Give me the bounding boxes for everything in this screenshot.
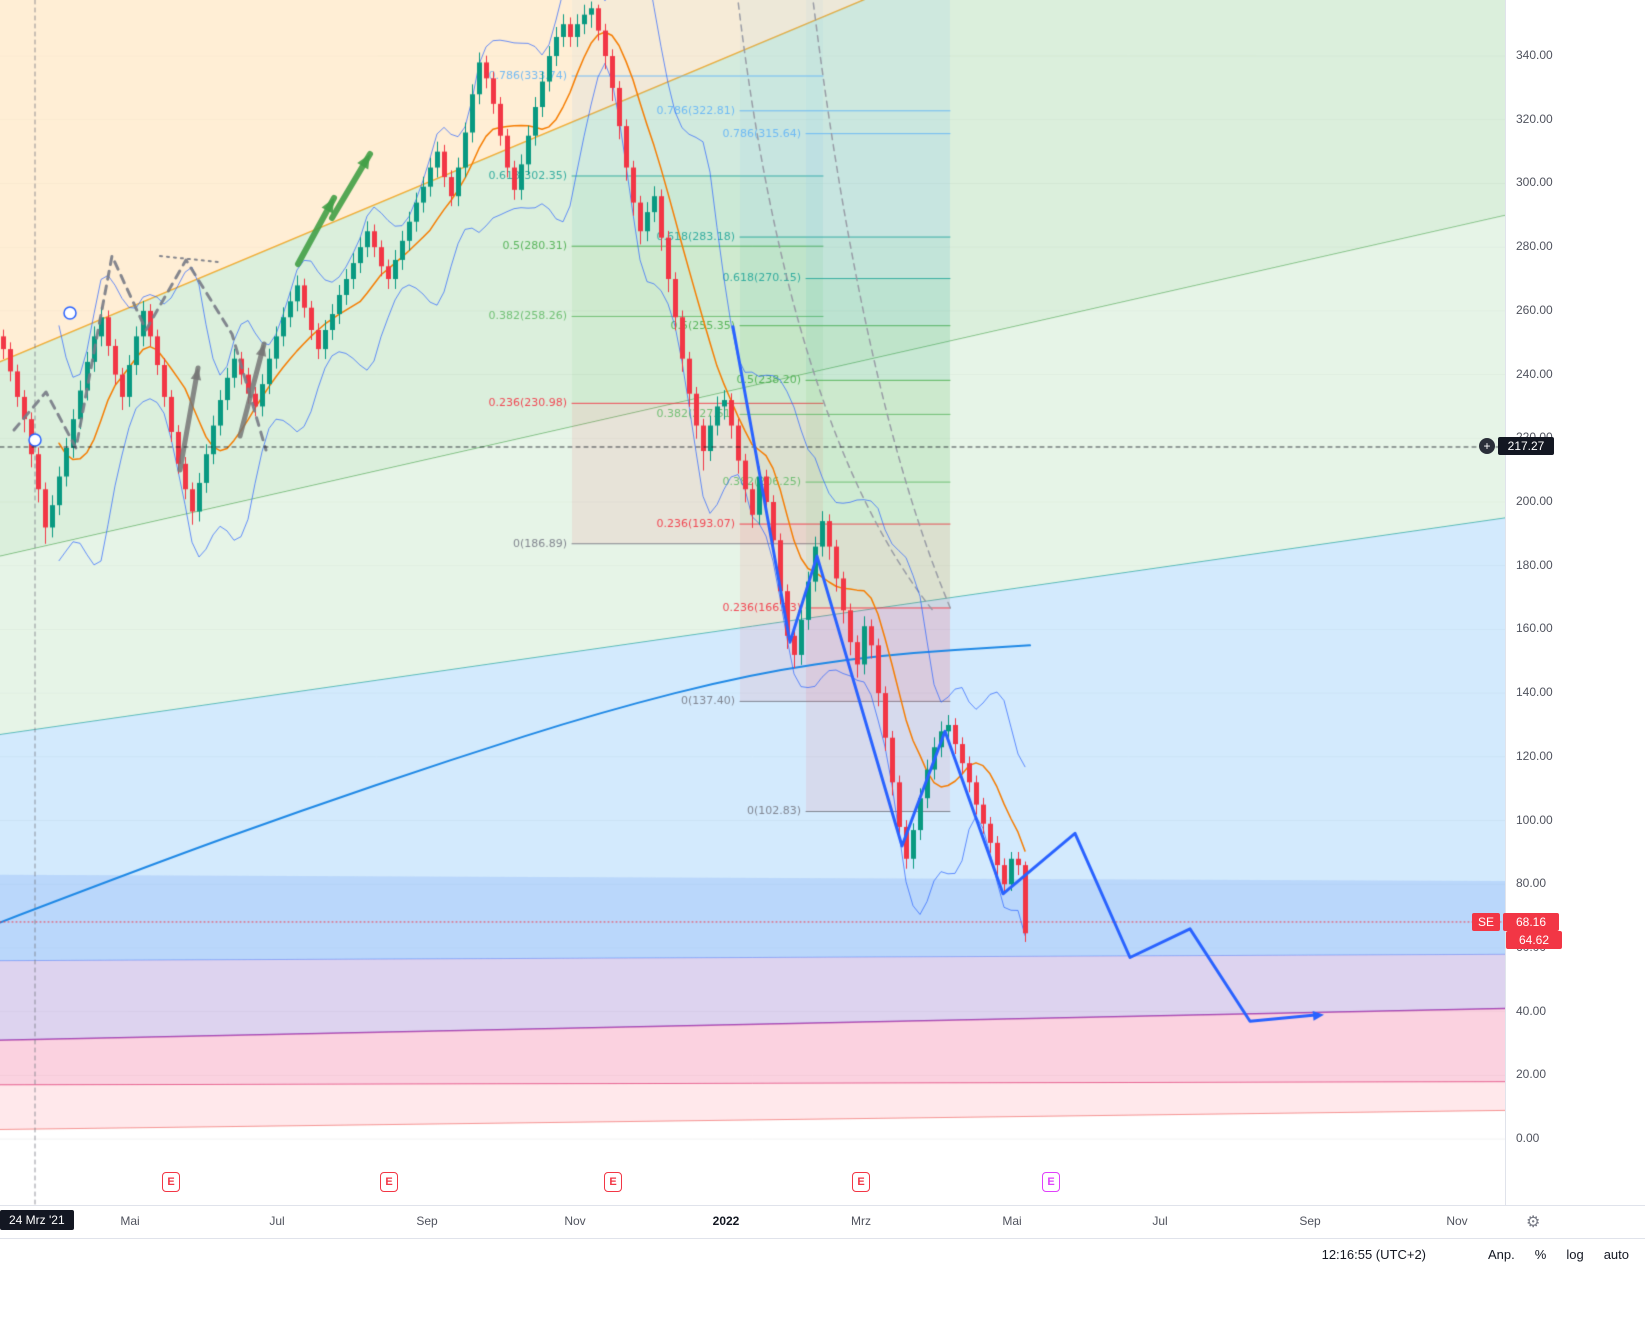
time-axis-label: Nov <box>1446 1214 1468 1228</box>
time-axis-label: Jul <box>1152 1214 1168 1228</box>
price-tick-label: 340.00 <box>1516 48 1553 63</box>
price-tick-label: 320.00 <box>1516 111 1553 126</box>
gear-icon[interactable]: ⚙ <box>1526 1214 1541 1231</box>
time-axis-label: Mai <box>1002 1214 1022 1228</box>
time-axis-label: Nov <box>564 1214 586 1228</box>
crosshair-date-tag: 24 Mrz '21 <box>0 1210 74 1230</box>
clock-label[interactable]: 12:16:55 (UTC+2) <box>1321 1247 1427 1262</box>
price-tick-label: 160.00 <box>1516 621 1553 636</box>
time-axis-label: Sep <box>416 1214 438 1228</box>
crosshair-price-value: 217.27 <box>1498 436 1554 455</box>
price-tick-label: 100.00 <box>1516 812 1553 827</box>
last-price-tag: 64.62 <box>1506 930 1562 949</box>
se-price-tag: SE 68.16 <box>1472 912 1560 931</box>
scale-option-button[interactable]: % <box>1534 1247 1547 1262</box>
time-axis-label: Sep <box>1299 1214 1321 1228</box>
scale-buttons: Anp.% log auto <box>1478 1247 1639 1262</box>
price-chart-canvas[interactable] <box>0 0 1505 1205</box>
add-alert-plus-icon[interactable]: + <box>1479 437 1495 454</box>
scale-option-button[interactable]: auto <box>1603 1247 1629 1262</box>
price-tick-label: 180.00 <box>1516 557 1553 572</box>
earnings-marker[interactable]: E <box>380 1172 398 1192</box>
price-tick-label: 260.00 <box>1516 302 1553 317</box>
price-axis[interactable]: 340.00320.00300.00280.00260.00240.00220.… <box>1505 0 1645 1205</box>
price-tick-label: 140.00 <box>1516 685 1553 700</box>
price-tick-label: 200.00 <box>1516 494 1553 508</box>
time-axis[interactable]: 24 Mrz '21 ⚙ Mai Jul Sep Nov 2022 Mrz Mai Jul Se… <box>0 1205 1645 1239</box>
price-tick-label: 40.00 <box>1516 1003 1547 1018</box>
se-price-value: 68.16 <box>1503 912 1560 931</box>
earnings-marker[interactable]: E <box>162 1172 180 1192</box>
status-bar: 12:16:55 (UTC+2) Anp.% log auto <box>0 1238 1645 1342</box>
price-tick-label: 120.00 <box>1516 748 1553 763</box>
time-axis-label: Jul <box>269 1214 285 1228</box>
crosshair-price-tag: + 217.27 <box>1479 436 1554 455</box>
time-axis-label: Mrz <box>851 1214 871 1228</box>
price-tick-label: 0.00 <box>1516 1131 1540 1146</box>
price-tick-label: 240.00 <box>1516 366 1553 381</box>
price-tick-label: 20.00 <box>1516 1067 1547 1082</box>
scale-option-button[interactable]: log <box>1566 1247 1584 1262</box>
time-axis-label: 2022 <box>712 1214 740 1228</box>
se-label: SE <box>1472 912 1501 931</box>
price-tick-label: 280.00 <box>1516 239 1553 254</box>
last-price-value: 64.62 <box>1506 930 1562 949</box>
price-tick-label: 300.00 <box>1516 175 1553 190</box>
time-axis-label: Mai <box>120 1214 140 1228</box>
scale-option-button[interactable]: Anp. <box>1488 1247 1515 1262</box>
earnings-marker[interactable]: E <box>1042 1172 1060 1192</box>
earnings-marker[interactable]: E <box>852 1172 870 1192</box>
earnings-marker[interactable]: E <box>604 1172 622 1192</box>
price-tick-label: 80.00 <box>1516 876 1547 891</box>
